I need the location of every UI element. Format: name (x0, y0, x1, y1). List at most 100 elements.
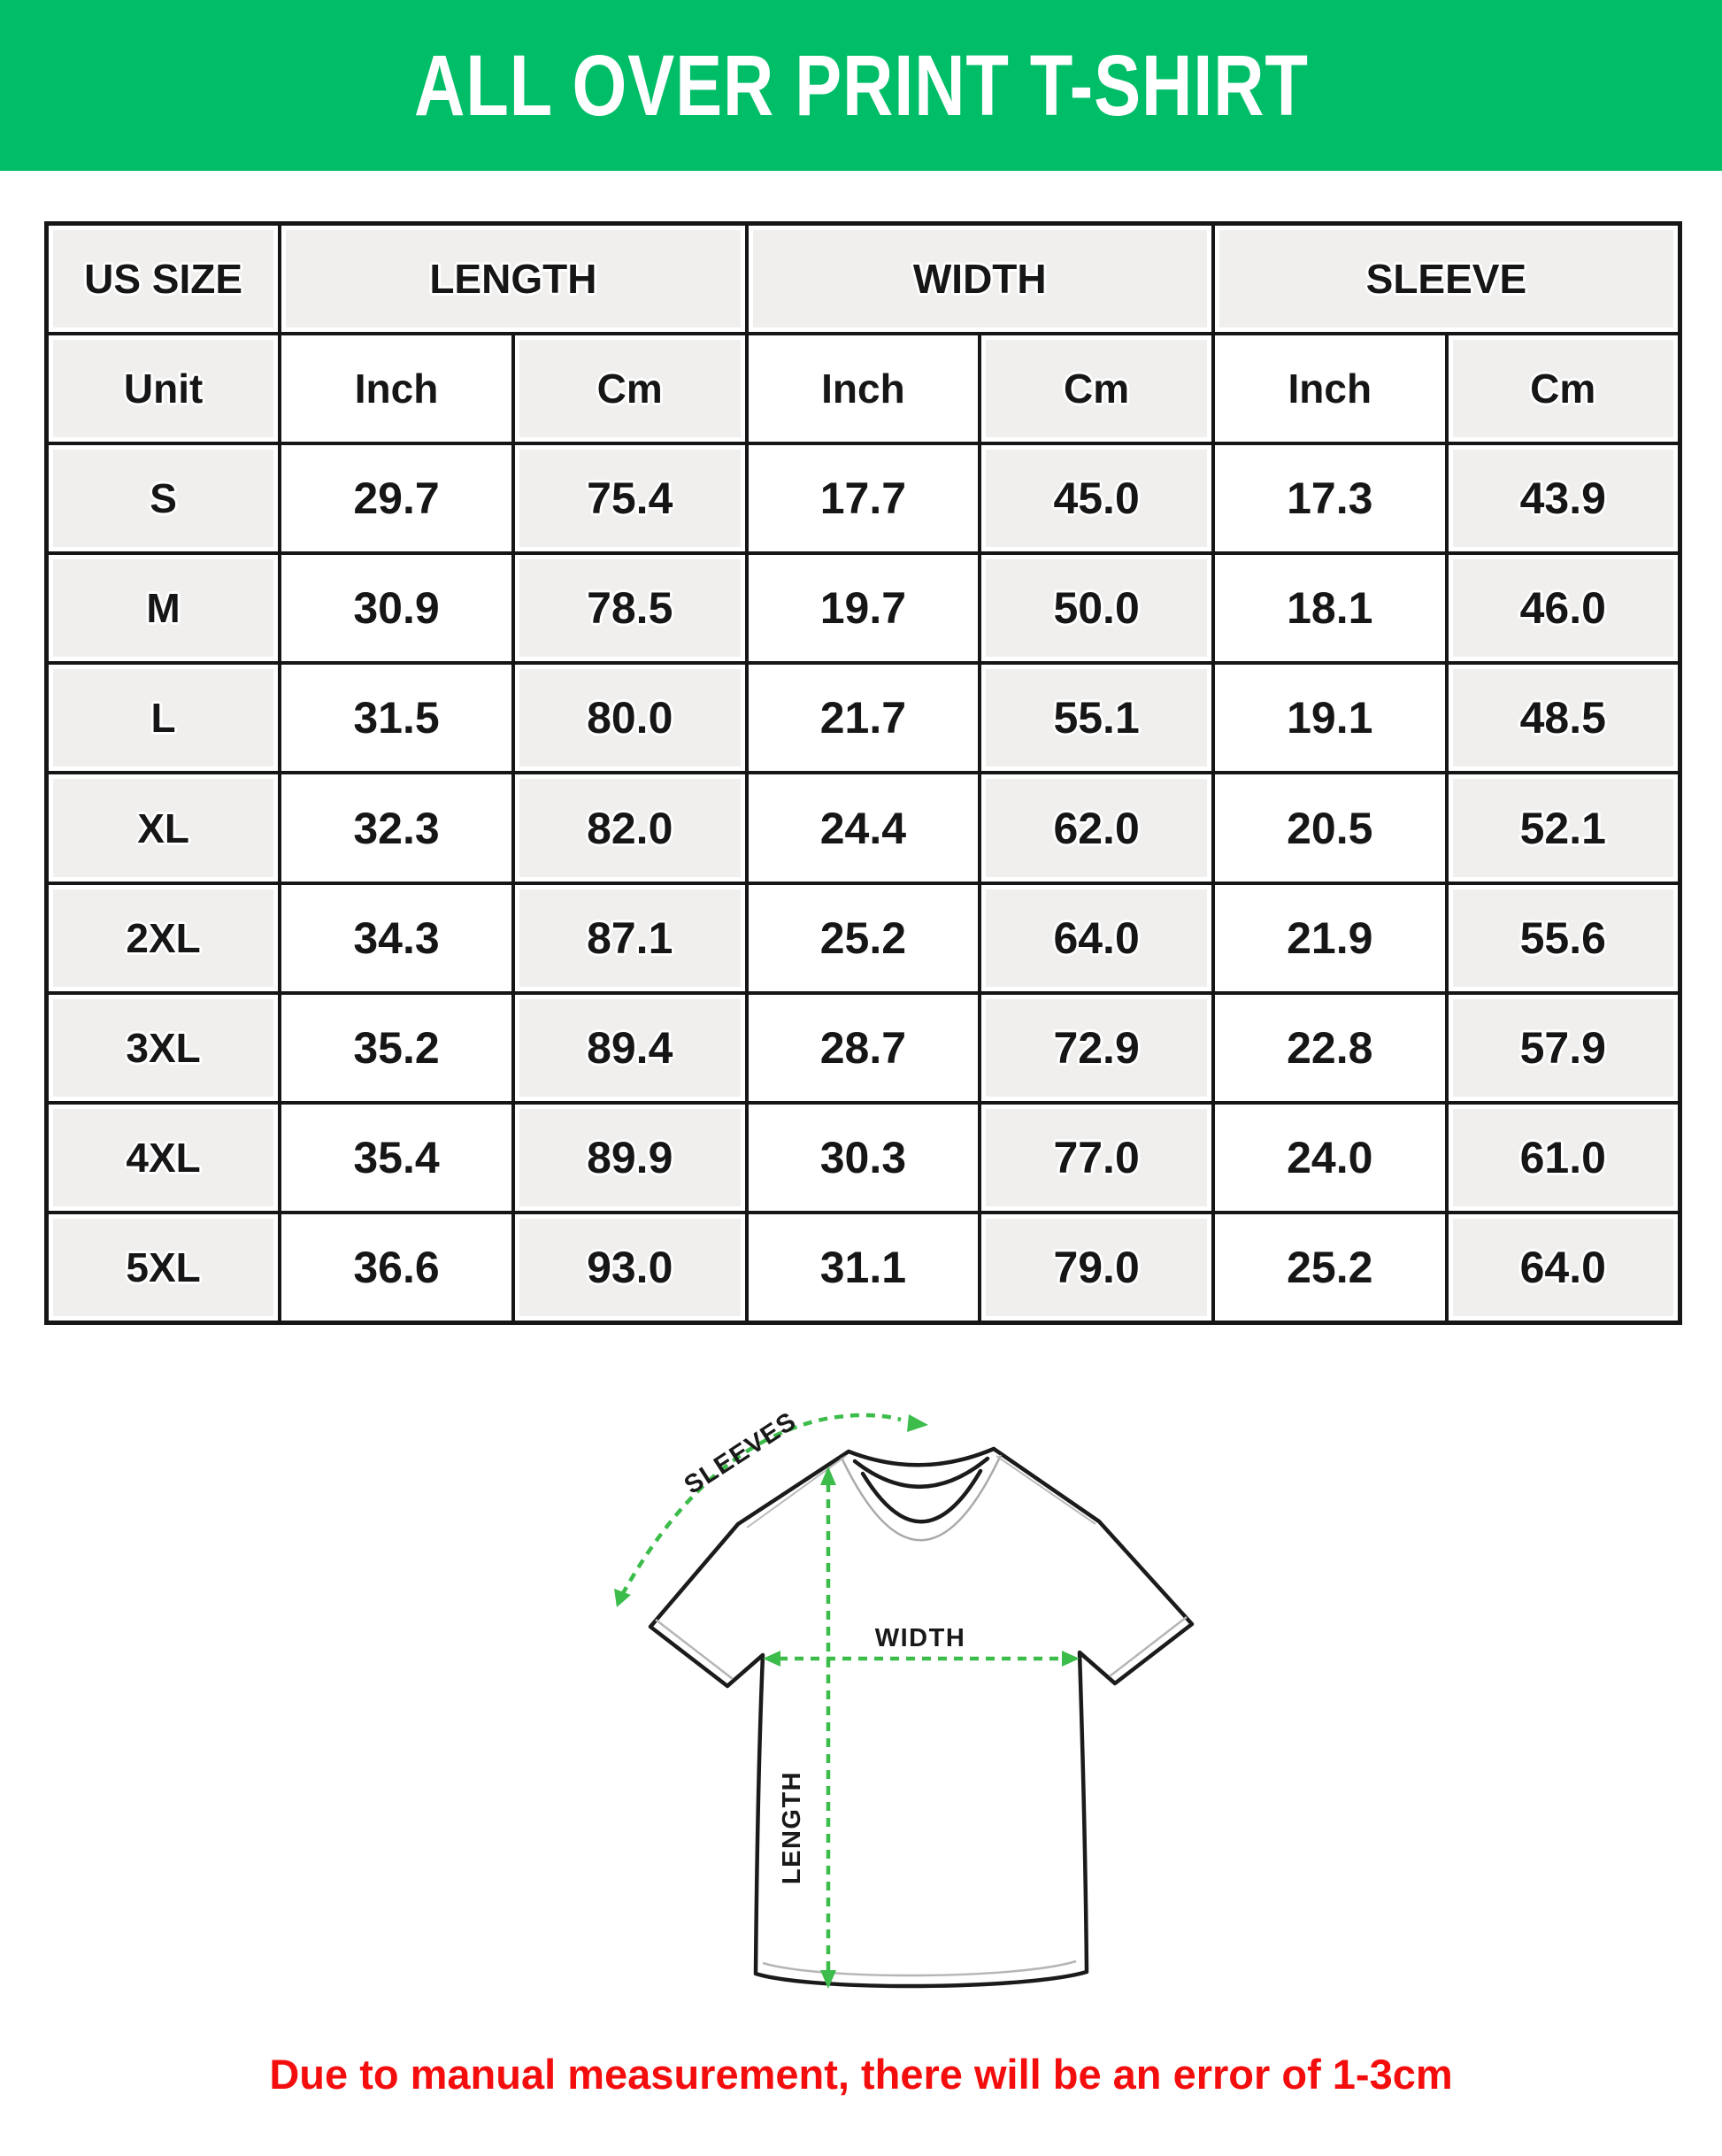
measurement-cell: 30.9 (278, 551, 515, 666)
size-chart-table: US SIZE LENGTH WIDTH SLEEVE Unit Inch Cm… (44, 221, 1682, 1325)
table-row: 2XL 34.3 87.1 25.2 64.0 21.9 55.6 (44, 881, 1682, 995)
measurement-cell: 52.1 (1444, 771, 1682, 885)
unit-label-cell: Unit (44, 331, 282, 445)
hem-seam (762, 1960, 1077, 1977)
measurement-cell: 29.7 (278, 441, 515, 556)
collar-arc-middle (852, 1456, 990, 1489)
measurement-cell: 21.9 (1211, 881, 1449, 995)
unit-cell: Cm (978, 331, 1215, 445)
measurement-cell: 64.0 (1444, 1211, 1682, 1325)
unit-row: Unit Inch Cm Inch Cm Inch Cm (44, 331, 1682, 445)
collar-arc-outer (846, 1446, 996, 1467)
sleeves-arrowhead-start (614, 1589, 631, 1607)
size-label-cell: L (44, 661, 282, 775)
measurement-cell: 61.0 (1444, 1100, 1682, 1215)
measurement-cell: 24.0 (1211, 1100, 1449, 1215)
measurement-cell: 19.7 (744, 551, 982, 666)
neckline-seam (840, 1454, 1003, 1542)
measurement-cell: 22.8 (1211, 990, 1449, 1105)
length-arrowhead-top (820, 1467, 836, 1485)
sleeves-label: SLEEVES (680, 1406, 802, 1499)
sleeves-arrow (620, 1413, 902, 1597)
measurement-cell: 87.1 (511, 881, 749, 995)
measurement-cell: 20.5 (1211, 771, 1449, 885)
measurement-cell: 25.2 (1211, 1211, 1449, 1325)
measurement-cell: 18.1 (1211, 551, 1449, 666)
table-row: XL 32.3 82.0 24.4 62.0 20.5 52.1 (44, 771, 1682, 885)
length-label: LENGTH (778, 1771, 806, 1884)
measurement-cell: 32.3 (278, 771, 515, 885)
size-label-cell: XL (44, 771, 282, 885)
measurement-cell: 46.0 (1444, 551, 1682, 666)
left-sleeve-seam (655, 1619, 734, 1680)
right-shoulder-seam (996, 1455, 1096, 1525)
unit-cell: Inch (744, 331, 982, 445)
tshirt-measurement-diagram: SLEEVES WIDTH LENGTH (575, 1372, 1292, 2036)
length-header: LENGTH (278, 221, 749, 335)
measurement-cell: 30.3 (744, 1100, 982, 1215)
measurement-cell: 34.3 (278, 881, 515, 995)
measurement-cell: 78.5 (511, 551, 749, 666)
measurement-cell: 31.1 (744, 1211, 982, 1325)
measurement-cell: 57.9 (1444, 990, 1682, 1105)
measurement-cell: 17.3 (1211, 441, 1449, 556)
measurement-cell: 31.5 (278, 661, 515, 775)
measurement-note: Due to manual measurement, there will be… (269, 2051, 1453, 2098)
right-sleeve-seam (1109, 1616, 1188, 1677)
measurement-cell: 36.6 (278, 1211, 515, 1325)
width-arrowhead-left (763, 1651, 780, 1667)
size-label-cell: 2XL (44, 881, 282, 995)
size-label-cell: S (44, 441, 282, 556)
sleeves-arrowhead-end (907, 1414, 928, 1432)
size-label-cell: 4XL (44, 1100, 282, 1215)
measurement-cell: 89.4 (511, 990, 749, 1105)
title-banner: ALL OVER PRINT T-SHIRT (0, 0, 1722, 171)
measurement-cell: 48.5 (1444, 661, 1682, 775)
measurement-cell: 75.4 (511, 441, 749, 556)
table-row: 5XL 36.6 93.0 31.1 79.0 25.2 64.0 (44, 1211, 1682, 1325)
length-arrowhead-bottom (820, 1970, 836, 1989)
table-row: M 30.9 78.5 19.7 50.0 18.1 46.0 (44, 551, 1682, 666)
measurement-cell: 93.0 (511, 1211, 749, 1325)
measurement-cell: 72.9 (978, 990, 1215, 1105)
unit-cell: Cm (1444, 331, 1682, 445)
size-label-cell: M (44, 551, 282, 666)
measurement-cell: 43.9 (1444, 441, 1682, 556)
table-row: S 29.7 75.4 17.7 45.0 17.3 43.9 (44, 441, 1682, 556)
table-row: 4XL 35.4 89.9 30.3 77.0 24.0 61.0 (44, 1100, 1682, 1215)
measurement-cell: 80.0 (511, 661, 749, 775)
table-row: 3XL 35.2 89.4 28.7 72.9 22.8 57.9 (44, 990, 1682, 1105)
us-size-header: US SIZE (44, 221, 282, 335)
group-header-row: US SIZE LENGTH WIDTH SLEEVE (44, 221, 1682, 335)
measurement-cell: 35.2 (278, 990, 515, 1105)
unit-cell: Inch (278, 331, 515, 445)
measurement-cell: 24.4 (744, 771, 982, 885)
measurement-cell: 82.0 (511, 771, 749, 885)
measurement-cell: 45.0 (978, 441, 1215, 556)
width-arrowhead-right (1062, 1651, 1080, 1667)
measurement-cell: 21.7 (744, 661, 982, 775)
measurement-cell: 55.1 (978, 661, 1215, 775)
width-label: WIDTH (875, 1624, 966, 1652)
measurement-cell: 17.7 (744, 441, 982, 556)
measurement-cell: 35.4 (278, 1100, 515, 1215)
measurement-cell: 64.0 (978, 881, 1215, 995)
measurement-cell: 28.7 (744, 990, 982, 1105)
measurement-cell: 25.2 (744, 881, 982, 995)
measurement-cell: 79.0 (978, 1211, 1215, 1325)
measurement-cell: 77.0 (978, 1100, 1215, 1215)
width-header: WIDTH (744, 221, 1215, 335)
measurement-cell: 89.9 (511, 1100, 749, 1215)
page-title: ALL OVER PRINT T-SHIRT (413, 36, 1309, 134)
unit-cell: Inch (1211, 331, 1449, 445)
left-shoulder-seam (746, 1455, 847, 1528)
measurement-cell: 19.1 (1211, 661, 1449, 775)
measurement-cell: 50.0 (978, 551, 1215, 666)
size-label-cell: 3XL (44, 990, 282, 1105)
collar-arc-inner (860, 1468, 983, 1524)
measurement-cell: 55.6 (1444, 881, 1682, 995)
tshirt-diagram-svg: SLEEVES WIDTH LENGTH (614, 1406, 1195, 1989)
measurement-cell: 62.0 (978, 771, 1215, 885)
size-label-cell: 5XL (44, 1211, 282, 1325)
table-row: L 31.5 80.0 21.7 55.1 19.1 48.5 (44, 661, 1682, 775)
